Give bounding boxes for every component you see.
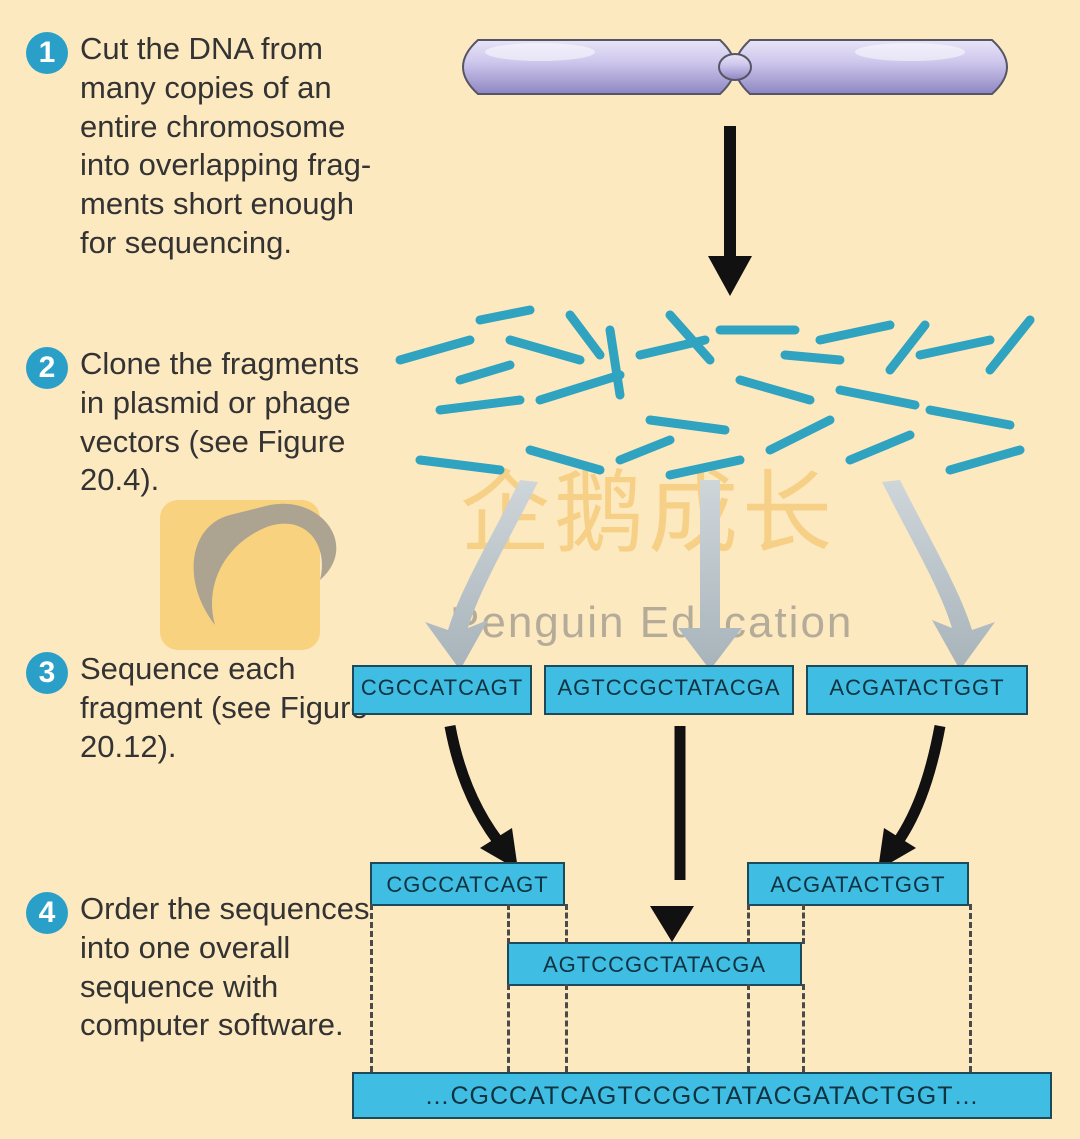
seq-box-b: AGTCCGCTATACGA (544, 665, 794, 715)
step-3-badge: 3 (26, 652, 68, 694)
final-sequence-box: …CGCCATCAGTCCGCTATACGATACTGGT… (352, 1072, 1052, 1119)
assembly-graphic: CGCCATCAGT ACGATACTGGT AGTCCGCTATACGA (352, 862, 1052, 1092)
step-2-text: Clone the fragments in plasmid or phage … (80, 345, 380, 500)
step-1: 1 Cut the DNA from many copies of an ent… (26, 30, 380, 263)
seq-box-a: CGCCATCAGT (352, 665, 532, 715)
assembly-box-c: ACGATACTGGT (747, 862, 969, 906)
chromosome-graphic (440, 28, 1030, 106)
step-2-badge: 2 (26, 347, 68, 389)
arrows-step2 (370, 470, 1050, 670)
step-3: 3 Sequence each fragment (see Figure 20.… (26, 650, 380, 766)
assembly-box-a: CGCCATCAGT (370, 862, 565, 906)
step-4-badge: 4 (26, 892, 68, 934)
arrows-step3 (360, 720, 1050, 870)
step-3-text: Sequence each fragment (see Figure 20.12… (80, 650, 380, 766)
assembly-box-b: AGTCCGCTATACGA (507, 942, 802, 986)
step-1-badge: 1 (26, 32, 68, 74)
arrow-step1 (700, 120, 760, 305)
seq-box-c: ACGATACTGGT (806, 665, 1028, 715)
seq-boxes-row: CGCCATCAGT AGTCCGCTATACGA ACGATACTGGT (352, 665, 1052, 715)
step-4-text: Order the sequences into one overall seq… (80, 890, 380, 1045)
step-1-text: Cut the DNA from many copies of an entir… (80, 30, 380, 263)
step-2: 2 Clone the fragments in plasmid or phag… (26, 345, 380, 500)
step-4: 4 Order the sequences into one overall s… (26, 890, 380, 1045)
